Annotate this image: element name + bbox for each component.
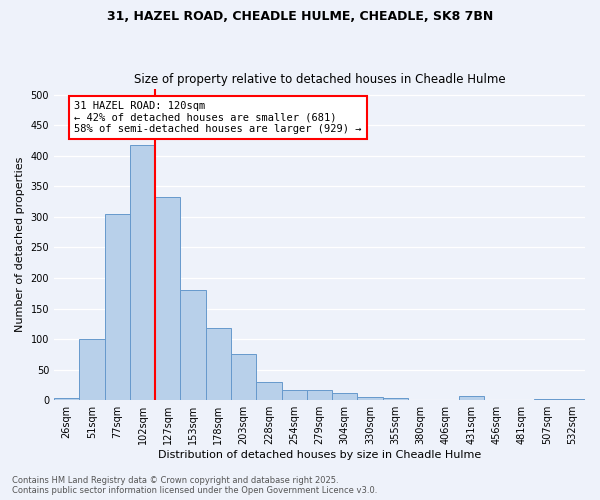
Bar: [79, 339, 104, 400]
Bar: [535, 399, 560, 400]
Y-axis label: Number of detached properties: Number of detached properties: [15, 156, 25, 332]
Bar: [155, 198, 181, 400]
Bar: [231, 354, 256, 400]
Bar: [358, 396, 383, 400]
Title: Size of property relative to detached houses in Cheadle Hulme: Size of property relative to detached ho…: [134, 73, 505, 86]
Bar: [181, 290, 206, 400]
Bar: [54, 398, 79, 400]
Bar: [256, 382, 281, 400]
Bar: [307, 390, 332, 400]
Bar: [458, 396, 484, 400]
Text: Contains HM Land Registry data © Crown copyright and database right 2025.
Contai: Contains HM Land Registry data © Crown c…: [12, 476, 377, 495]
Bar: [130, 145, 155, 400]
Text: 31 HAZEL ROAD: 120sqm
← 42% of detached houses are smaller (681)
58% of semi-det: 31 HAZEL ROAD: 120sqm ← 42% of detached …: [74, 101, 362, 134]
Bar: [104, 214, 130, 400]
Bar: [206, 328, 231, 400]
Bar: [383, 398, 408, 400]
Bar: [560, 399, 585, 400]
Bar: [281, 390, 307, 400]
Bar: [332, 394, 358, 400]
Text: 31, HAZEL ROAD, CHEADLE HULME, CHEADLE, SK8 7BN: 31, HAZEL ROAD, CHEADLE HULME, CHEADLE, …: [107, 10, 493, 23]
X-axis label: Distribution of detached houses by size in Cheadle Hulme: Distribution of detached houses by size …: [158, 450, 481, 460]
